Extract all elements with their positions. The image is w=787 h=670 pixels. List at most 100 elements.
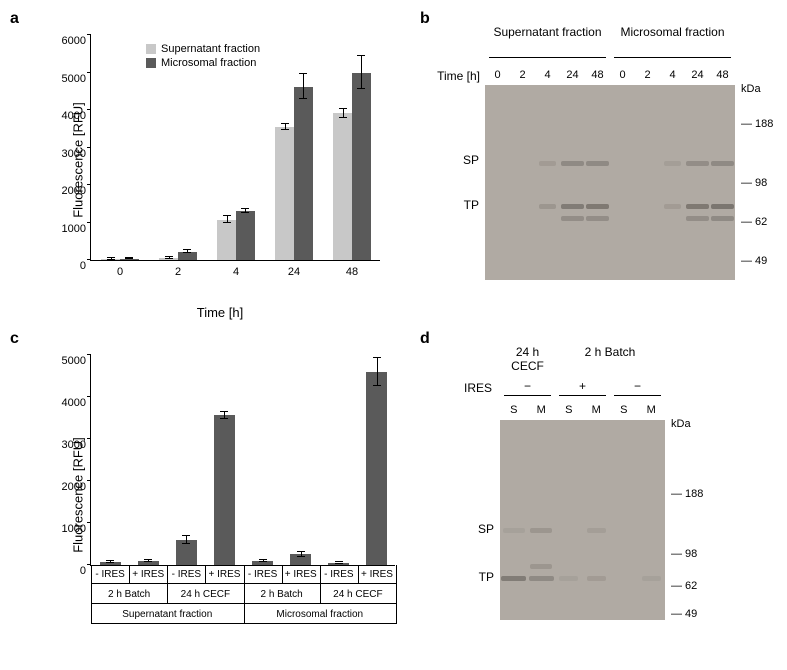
ytick: 5000 (51, 73, 86, 85)
xtick: 48 (346, 266, 358, 278)
bar (333, 113, 352, 260)
ires-row-label: IRES (450, 381, 492, 395)
lane-label: M (537, 404, 546, 416)
group-label: Supernatant fraction (122, 609, 212, 620)
xtick: + IRES (132, 569, 164, 580)
gel-image (500, 420, 665, 620)
ytick: 4000 (51, 397, 86, 409)
ytick: 0 (51, 260, 86, 272)
panel-a: a Fluorescence [RFU] Supernatant fractio… (10, 10, 410, 320)
group-label: 24 h CECF (333, 589, 382, 600)
lane-label: 48 (591, 69, 603, 81)
xtick: - IRES (95, 569, 124, 580)
panel-d-label: d (420, 330, 430, 348)
lane-label: 0 (494, 69, 500, 81)
chart-a-legend: Supernatant fraction Microsomal fraction (146, 43, 260, 71)
chart-a-plot: Supernatant fraction Microsomal fraction… (90, 35, 380, 261)
gel-band (539, 204, 557, 209)
gel-side-label: SP (450, 153, 479, 167)
ytick: 2000 (51, 185, 86, 197)
gel-band (586, 204, 609, 209)
gel-band (501, 576, 526, 581)
lane-label: M (592, 404, 601, 416)
gel-band (530, 564, 552, 569)
gel-band (686, 216, 709, 221)
xtick: - IRES (248, 569, 277, 580)
gel-band (686, 204, 709, 209)
xtick: 0 (117, 266, 123, 278)
chart-c: Fluorescence [RFU] 010002000300040005000… (50, 350, 400, 640)
gel-b-container: 02424480242448SPTPkDa— 188— 98— 62— 49Su… (450, 25, 780, 310)
gel-band (530, 528, 552, 533)
gel-band (586, 216, 609, 221)
lane-label: 48 (716, 69, 728, 81)
bar (366, 372, 387, 565)
xtick: 4 (233, 266, 239, 278)
lane-label: M (647, 404, 656, 416)
mw-tick: — 188 (741, 118, 773, 130)
lane-label: 2 (644, 69, 650, 81)
group-label: 2 h Batch (108, 589, 150, 600)
lane-label: 0 (619, 69, 625, 81)
ytick: 3000 (51, 439, 86, 451)
ytick: 1000 (51, 523, 86, 535)
ytick: 3000 (51, 148, 86, 160)
group-label: 2 h Batch (260, 589, 302, 600)
lane-label: 24 (566, 69, 578, 81)
panel-a-label: a (10, 10, 19, 28)
gel-header: Supernatant fraction (485, 25, 610, 39)
time-row-label: Time [h] (422, 69, 480, 83)
lane-label: S (565, 404, 572, 416)
lane-label: S (510, 404, 517, 416)
xtick: + IRES (285, 569, 317, 580)
gel-band (587, 528, 606, 533)
mw-tick: — 62 (671, 580, 697, 592)
panel-b: b 02424480242448SPTPkDa— 188— 98— 62— 49… (420, 10, 787, 320)
ires-label: − (500, 379, 555, 393)
xtick: - IRES (324, 569, 353, 580)
xtick: 24 (288, 266, 300, 278)
bar (236, 211, 255, 260)
ytick: 6000 (51, 35, 86, 47)
lane-label: S (620, 404, 627, 416)
lane-label: 24 (691, 69, 703, 81)
gel-band (559, 576, 578, 581)
gel-band (539, 161, 557, 166)
gel-band (711, 161, 734, 166)
mw-tick: — 98 (741, 177, 767, 189)
xtick: + IRES (208, 569, 240, 580)
gel-band (586, 161, 609, 166)
panel-b-label: b (420, 10, 430, 28)
lane-label: 4 (544, 69, 550, 81)
legend-label: Supernatant fraction (161, 43, 260, 55)
mw-tick: — 49 (741, 255, 767, 267)
mw-tick: — 98 (671, 548, 697, 560)
gel-band (561, 204, 584, 209)
gel-band (561, 216, 584, 221)
gel-band (686, 161, 709, 166)
xtick: - IRES (172, 569, 201, 580)
gel-band (664, 161, 682, 166)
ytick: 4000 (51, 110, 86, 122)
mw-label: kDa (741, 83, 761, 95)
chart-a: Fluorescence [RFU] Supernatant fraction … (50, 30, 390, 290)
bar (217, 220, 236, 261)
gel-band (503, 528, 525, 533)
gel-band (711, 204, 734, 209)
legend-swatch (146, 58, 156, 68)
gel-band (664, 204, 682, 209)
bar (275, 127, 294, 260)
mw-label: kDa (671, 418, 691, 430)
chart-a-xlabel: Time [h] (197, 305, 243, 320)
group-label: Microsomal fraction (276, 609, 363, 620)
xtick: + IRES (361, 569, 393, 580)
gel-header: 24 h CECF (500, 345, 555, 373)
legend-row: Microsomal fraction (146, 57, 260, 69)
panel-d: d SMSMSMSPTPkDa— 188— 98— 62— 4924 h CEC… (420, 330, 787, 660)
mw-tick: — 49 (671, 608, 697, 620)
gel-header: Microsomal fraction (610, 25, 735, 39)
panel-c-label: c (10, 330, 19, 348)
ires-label: − (610, 379, 665, 393)
gel-image (485, 85, 735, 280)
legend-swatch (146, 44, 156, 54)
